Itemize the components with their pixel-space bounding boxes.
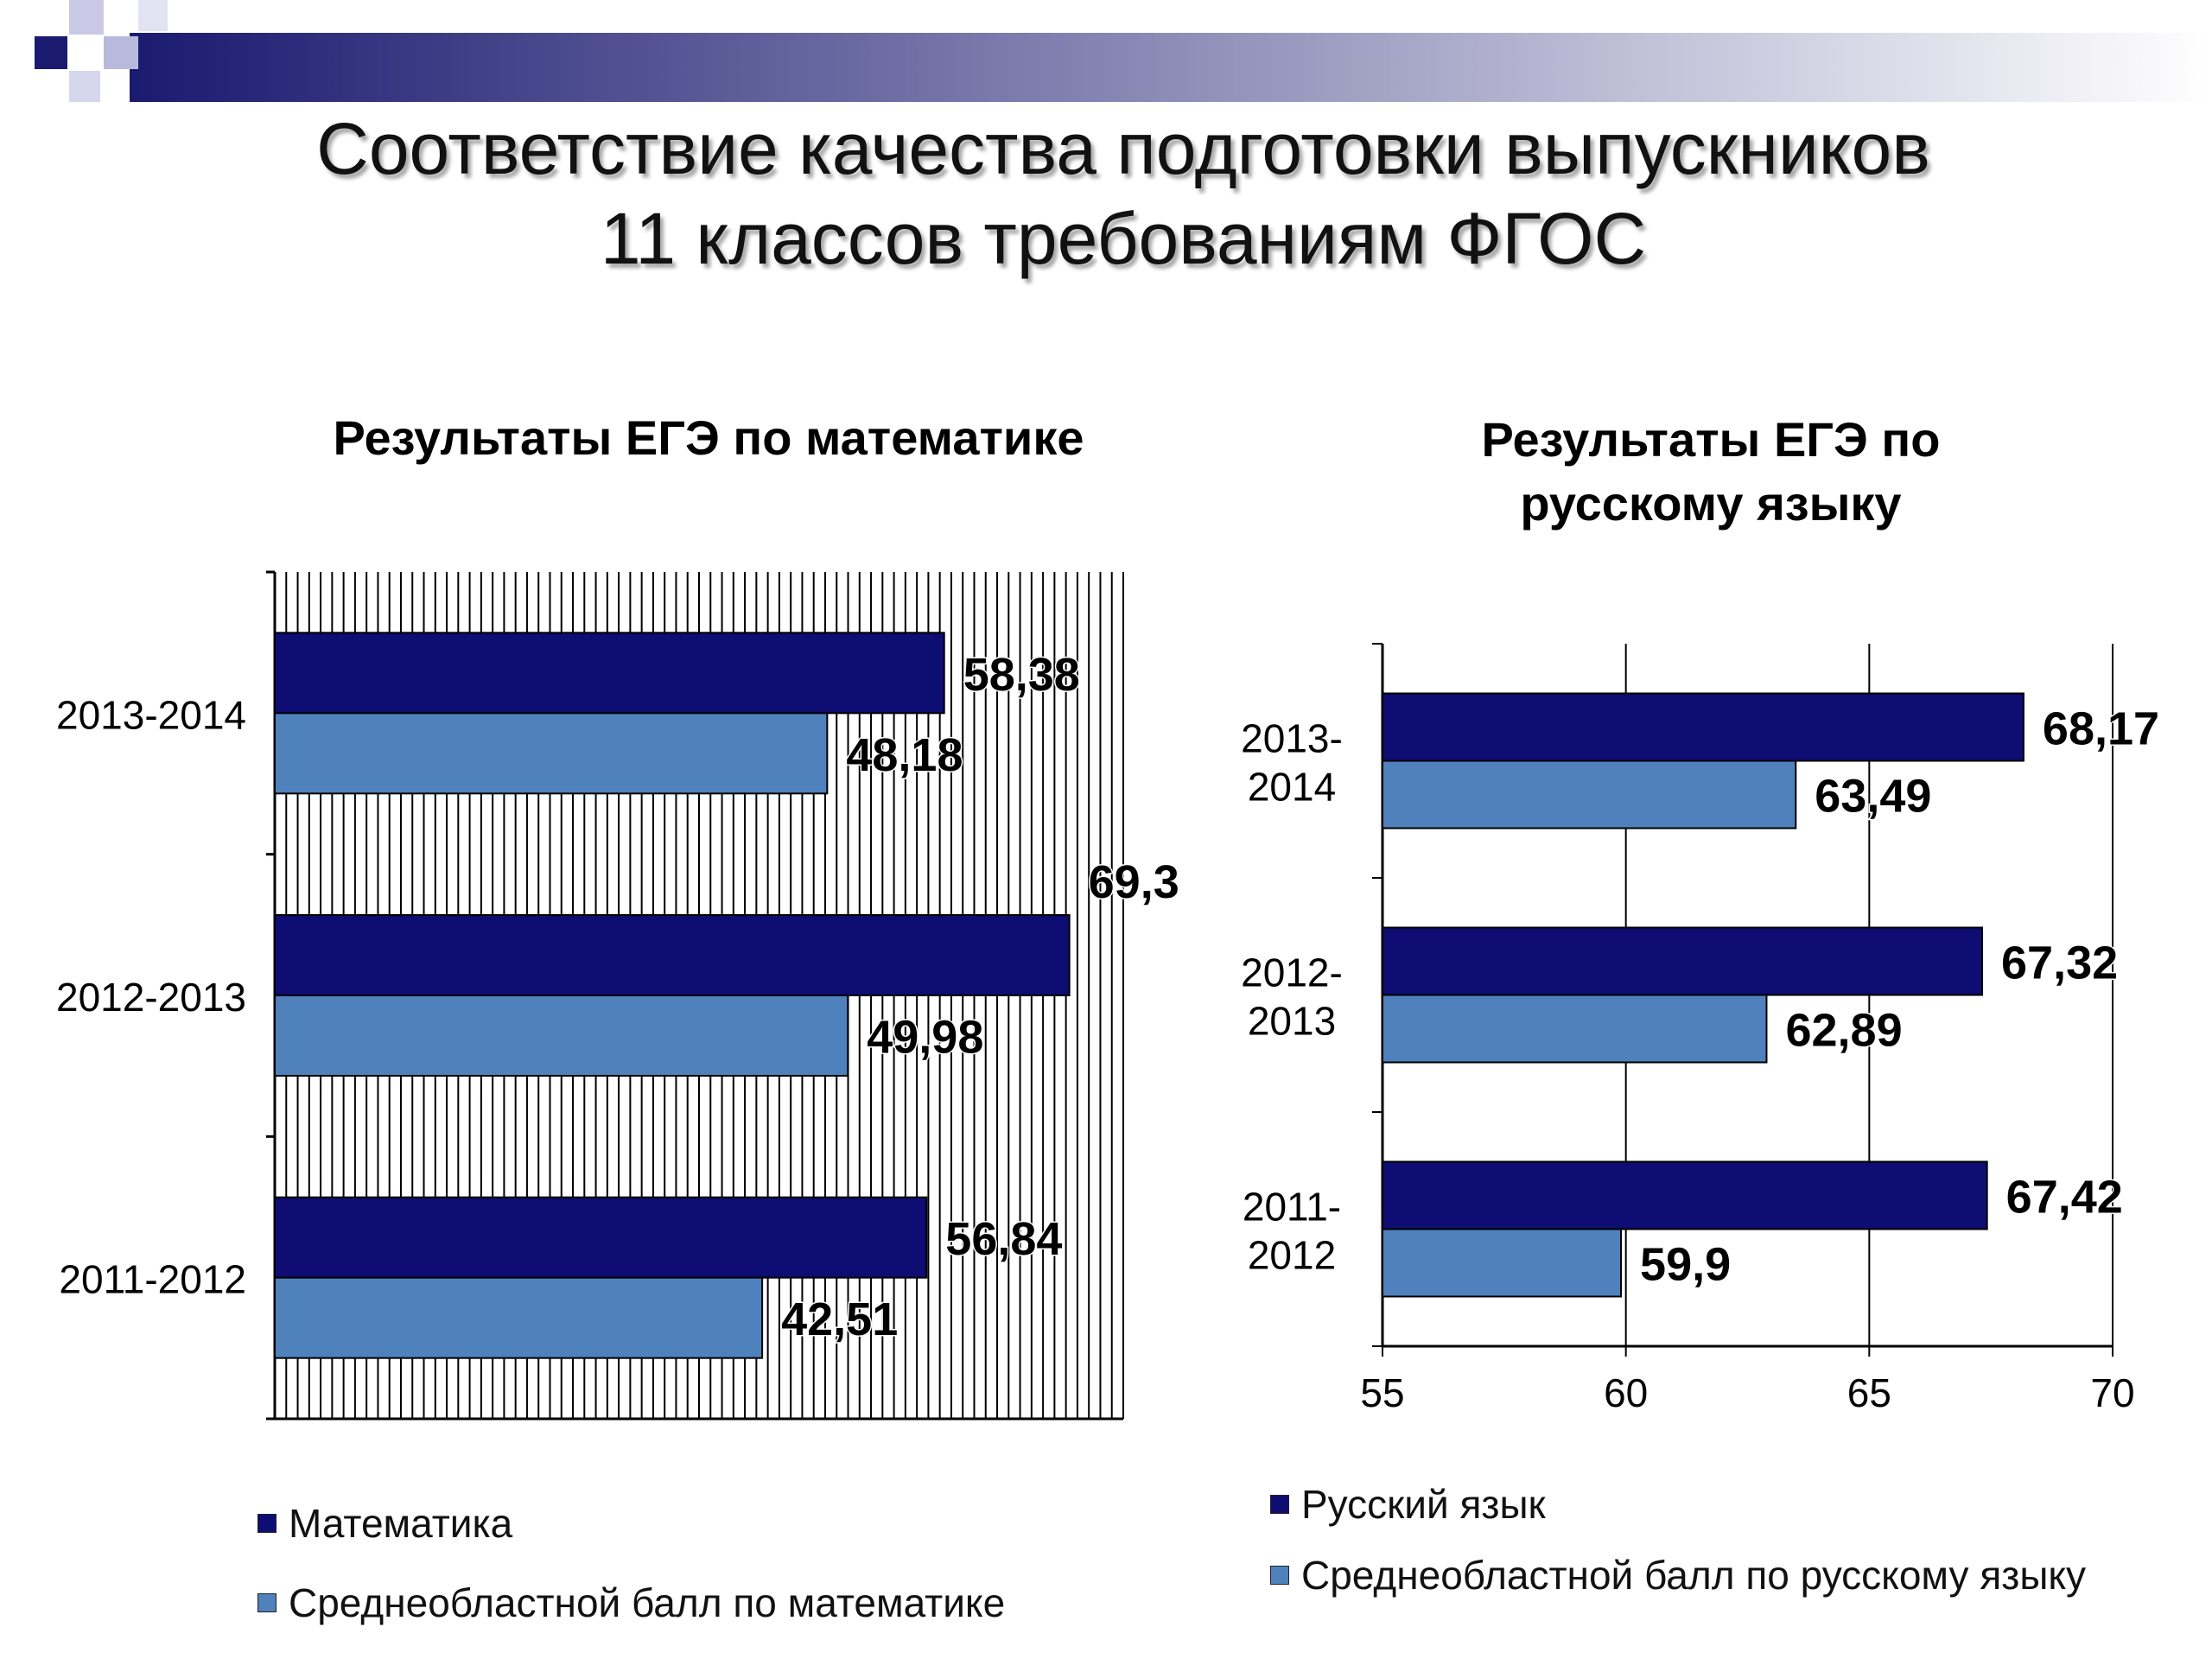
x-tick-label: 70	[2090, 1370, 2134, 1415]
x-tick-label: 55	[1360, 1370, 1404, 1415]
data-label: 68,17	[2043, 703, 2159, 755]
math-legend-item-2: Среднеобластной балл по математике	[257, 1573, 1005, 1633]
category-label-line-1: 2011-	[1243, 1185, 1341, 1230]
russian-chart-title: Результаты ЕГЭ по русскому языку	[1348, 408, 2074, 536]
data-label: 69,3	[1089, 856, 1179, 908]
legend-swatch	[1270, 1566, 1289, 1585]
header-square-light-4	[138, 0, 168, 31]
data-label: 63,49	[1815, 771, 1931, 823]
legend-label: Русский язык	[1301, 1482, 1546, 1527]
category-label-line-2: 2012	[1248, 1233, 1336, 1278]
bar	[1382, 760, 1797, 830]
legend-label: Среднеобластной балл по математике	[289, 1580, 1006, 1625]
math-legend-item-1: Математика	[257, 1493, 1005, 1554]
russian-chart-title-line-1: Результаты ЕГЭ по	[1481, 412, 1941, 467]
russian-legend-item-2: Среднеобластной балл по русскому языку	[1270, 1545, 2086, 1605]
category-label-line-1: 2013-	[1241, 716, 1343, 761]
math-legend: Математика Среднеобластной балл по матем…	[257, 1493, 1005, 1633]
category-label: 2011-2012	[59, 1257, 246, 1302]
legend-swatch	[257, 1593, 276, 1612]
data-label: 56,84	[945, 1213, 1062, 1265]
category-label-line-2: 2014	[1248, 765, 1336, 810]
slide-title-line-2: 11 классов требованиям ФГОС	[600, 198, 1647, 279]
legend-label: Среднеобластной балл по русскому языку	[1301, 1553, 2087, 1598]
bar	[274, 632, 945, 715]
data-label: 62,89	[1785, 1005, 1902, 1057]
math-chart-title: Результаты ЕГЭ по математике	[333, 410, 1084, 465]
bar	[1382, 994, 1768, 1064]
category-label: 2013-2014	[56, 692, 246, 737]
legend-swatch	[257, 1514, 276, 1533]
x-tick-label: 65	[1847, 1370, 1891, 1415]
russian-chart-title-line-2: русскому языку	[1520, 476, 1902, 531]
bar	[1382, 926, 1984, 996]
bar	[274, 914, 1071, 996]
bar	[274, 995, 849, 1077]
category-label-line-1: 2012-	[1241, 950, 1343, 995]
bar	[274, 1196, 928, 1279]
data-label: 67,32	[2001, 938, 2118, 989]
bar	[1382, 1160, 1988, 1230]
category-label: 2012-2013	[56, 975, 246, 1020]
header-square-light-1	[69, 0, 104, 35]
data-label: 49,98	[867, 1012, 983, 1064]
legend-swatch	[1270, 1495, 1289, 1514]
bar	[274, 712, 829, 795]
data-label: 67,42	[2006, 1172, 2123, 1224]
x-tick-label: 60	[1604, 1370, 1648, 1415]
bar	[274, 1276, 764, 1359]
slide-title-line-1: Соответствие качества подготовки выпускн…	[316, 108, 1930, 189]
russian-legend: Русский язык Среднеобластной балл по рус…	[1270, 1474, 2086, 1605]
category-label-line-2: 2013	[1248, 999, 1336, 1044]
slide-title: Соответствие качества подготовки выпускн…	[173, 104, 2074, 283]
data-label: 59,9	[1640, 1239, 1731, 1291]
header-square-dark	[35, 36, 67, 69]
russian-legend-item-1: Русский язык	[1270, 1474, 2086, 1535]
header-band	[130, 33, 2212, 102]
header-square-light-3	[69, 71, 100, 102]
bar	[1382, 692, 2024, 762]
data-label: 58,38	[963, 649, 1080, 701]
data-label: 48,18	[846, 729, 963, 781]
header-square-light-2	[104, 36, 138, 69]
data-label: 42,51	[781, 1294, 898, 1345]
bar	[1382, 1228, 1623, 1298]
legend-label: Математика	[289, 1501, 513, 1546]
